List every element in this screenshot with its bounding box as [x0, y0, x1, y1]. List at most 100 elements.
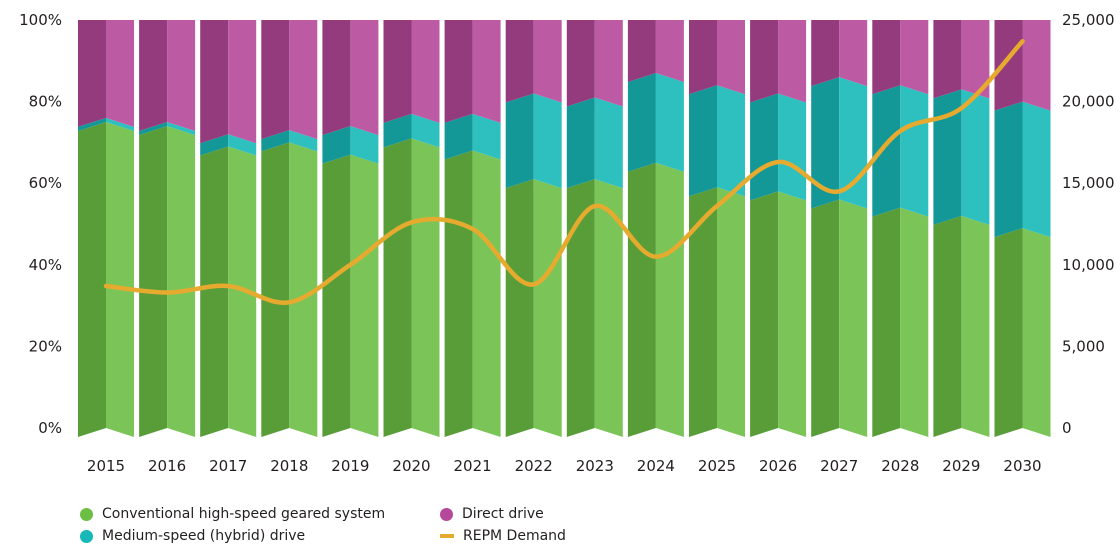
bar-segment-right-face — [717, 187, 745, 437]
bar-segment-right-face — [839, 199, 868, 437]
bar-segment-right-face — [533, 93, 562, 189]
bar-segment-right-face — [289, 142, 318, 437]
bar-segment-right-face — [1022, 228, 1051, 437]
x-tick-label: 2025 — [698, 457, 736, 475]
bar-segment-left-face — [322, 126, 351, 164]
x-tick-label: 2017 — [209, 457, 247, 475]
legend-label: Medium-speed (hybrid) drive — [102, 528, 306, 544]
bar-segment-right-face — [228, 134, 257, 156]
bar-segment-right-face — [900, 207, 929, 437]
bar-segment-left-face — [627, 162, 656, 438]
bar-segment-left-face — [566, 20, 595, 107]
bar-segment-right-face — [167, 126, 196, 437]
y-right-tick-label: 0 — [1062, 419, 1072, 437]
x-tick-label: 2020 — [392, 457, 430, 475]
bar-segment-right-face — [900, 20, 929, 95]
stacked-bar-line-chart: 2015 2016 2017 2018 2019 2020 2021 2022 2023 2024… — [19, 11, 1115, 475]
legend-swatch — [440, 534, 454, 538]
bar-segment-right-face — [106, 117, 134, 131]
bar-segment-right-face — [350, 126, 379, 164]
bar-segment-left-face — [933, 89, 962, 225]
legend: Conventional high-speed geared system Di… — [80, 500, 780, 546]
bar-segment-right-face — [778, 20, 807, 103]
bar-segment-left-face — [994, 228, 1023, 437]
bar-segment-right-face — [961, 20, 990, 99]
bar-segment-left-face — [505, 179, 534, 437]
bar-segment-left-face — [322, 154, 351, 437]
bar-segment-right-face — [1022, 101, 1051, 238]
y-left-tick-label: 0% — [38, 419, 62, 437]
y-right-tick-label: 5,000 — [1062, 337, 1105, 355]
y-left-tick-label: 20% — [29, 337, 62, 355]
x-tick-label: 2028 — [881, 457, 919, 475]
bar-segment-left-face — [872, 207, 901, 437]
bar-segment-right-face — [594, 20, 623, 107]
y-right-tick-label: 10,000 — [1062, 256, 1115, 274]
bar-segment-left-face — [383, 20, 412, 123]
bar-segment-left-face — [811, 20, 840, 87]
x-tick-label: 2026 — [759, 457, 797, 475]
bar-segment-left-face — [689, 187, 717, 437]
bar-segment-left-face — [994, 20, 1023, 111]
y-right-tick-label: 20,000 — [1062, 93, 1115, 111]
bar-segment-right-face — [533, 20, 562, 103]
bar-segment-right-face — [289, 20, 318, 140]
bar-segment-left-face — [383, 113, 412, 148]
x-tick-label: 2015 — [87, 457, 125, 475]
bar-segment-left-face — [750, 20, 779, 103]
bar-segment-left-face — [505, 20, 534, 103]
x-tick-label: 2018 — [270, 457, 308, 475]
bar-segment-right-face — [289, 130, 318, 152]
bar-segment-right-face — [1022, 20, 1051, 111]
bar-segment-right-face — [533, 179, 562, 437]
x-tick-label: 2030 — [1003, 457, 1041, 475]
bar-segment-right-face — [900, 85, 929, 217]
legend-label: Direct drive — [462, 506, 544, 522]
bar-segment-left-face — [200, 146, 229, 438]
bar-segment-left-face — [566, 179, 595, 437]
bar-segment-left-face — [689, 20, 717, 95]
legend-swatch — [80, 529, 93, 543]
y-left-tick-label: 100% — [19, 11, 62, 29]
x-tick-label: 2016 — [148, 457, 186, 475]
bar-segment-left-face — [200, 134, 229, 156]
bar-segment-right-face — [106, 20, 134, 127]
bar-segment-right-face — [778, 191, 807, 437]
bar-segment-left-face — [139, 126, 168, 437]
bar-segment-left-face — [627, 20, 656, 83]
bar-segment-right-face — [778, 93, 807, 201]
bar-segment-left-face — [444, 20, 473, 123]
bar-segment-left-face — [750, 191, 779, 437]
bar-segment-left-face — [689, 85, 717, 197]
bar-segment-right-face — [655, 162, 684, 438]
bar-segment-right-face — [228, 20, 257, 144]
bar-segment-right-face — [655, 20, 684, 83]
bar-segment-right-face — [594, 179, 623, 437]
bar-segment-left-face — [444, 150, 473, 437]
bar-segment-right-face — [717, 85, 745, 197]
bar-segment-left-face — [811, 199, 840, 437]
x-tick-label: 2024 — [637, 457, 675, 475]
bar-segment-left-face — [139, 122, 168, 136]
bar-segment-left-face — [872, 85, 901, 217]
bar-segment-left-face — [78, 20, 106, 127]
legend-swatch — [80, 507, 93, 521]
bar-segment-left-face — [444, 113, 473, 160]
legend-item-conventional: Conventional high-speed geared system — [80, 504, 385, 524]
bar-segment-left-face — [566, 97, 595, 189]
x-tick-label: 2021 — [454, 457, 492, 475]
bar-segment-right-face — [961, 89, 990, 225]
bar-segment-right-face — [411, 138, 440, 437]
y-left-tick-label: 60% — [29, 174, 62, 192]
repm-demand-line — [103, 38, 1025, 306]
bar-segment-right-face — [411, 113, 440, 148]
bar-segment-left-face — [383, 138, 412, 437]
legend-item-repm-demand: REPM Demand — [440, 526, 566, 546]
bar-segment-left-face — [933, 20, 962, 99]
x-tick-label: 2022 — [515, 457, 553, 475]
bar-segment-right-face — [167, 20, 196, 131]
bar-segment-left-face — [627, 73, 656, 172]
bar-segment-right-face — [594, 97, 623, 189]
bar-segment-left-face — [261, 142, 290, 437]
bar-segment-left-face — [750, 93, 779, 201]
